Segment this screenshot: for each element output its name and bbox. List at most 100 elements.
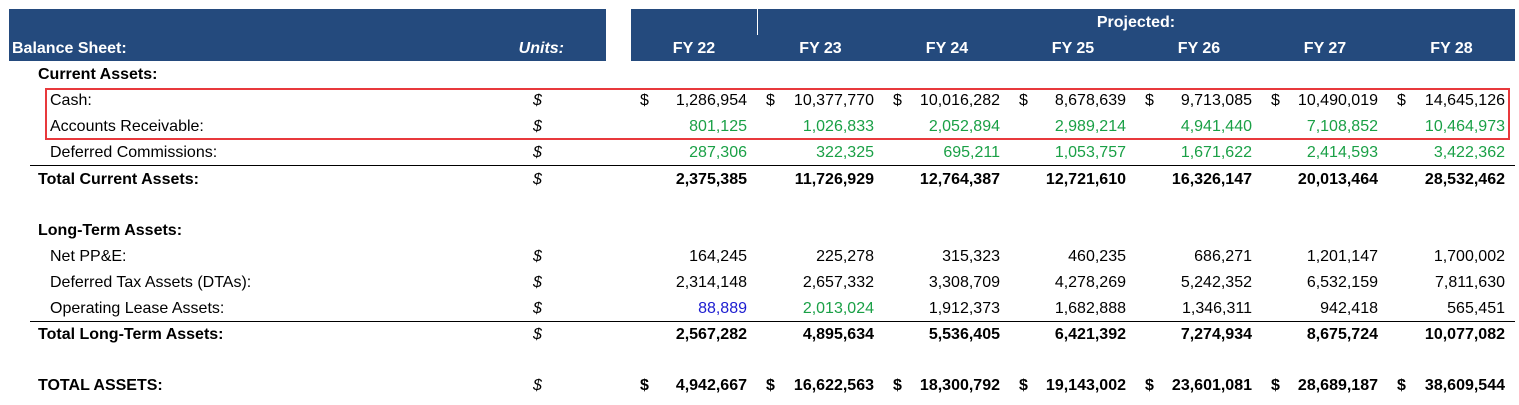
value-cell: 10,490,019 — [1297, 92, 1378, 109]
currency-sign: $ — [1019, 92, 1028, 109]
value-cell: 1,286,954 — [675, 92, 747, 109]
value-cell: 2,567,282 — [675, 326, 747, 343]
currency-sign: $ — [1397, 92, 1406, 109]
value-cell: 23,601,081 — [1171, 377, 1252, 394]
rule-line — [30, 165, 1515, 166]
value-cell: 164,245 — [689, 248, 747, 265]
value-cell: 1,671,622 — [1180, 144, 1252, 161]
value-cell: 2,052,894 — [928, 118, 1000, 135]
year-header: FY 22 — [672, 40, 716, 57]
currency-sign: $ — [893, 377, 902, 394]
value-cell: 10,016,282 — [919, 92, 1000, 109]
year-header: FY 27 — [1303, 40, 1347, 57]
row-unit: $ — [533, 248, 542, 265]
row-label: Deferred Tax Assets (DTAs): — [50, 274, 252, 291]
value-cell: 18,300,792 — [919, 377, 1000, 394]
value-cell: 28,689,187 — [1297, 377, 1378, 394]
value-cell: 5,536,405 — [928, 326, 1000, 343]
header-divider — [757, 9, 758, 35]
currency-sign: $ — [1145, 92, 1154, 109]
currency-sign: $ — [1271, 377, 1280, 394]
value-cell: 38,609,544 — [1424, 377, 1505, 394]
value-cell: 19,143,002 — [1045, 377, 1126, 394]
row-unit: $ — [533, 171, 542, 188]
value-cell: 4,941,440 — [1180, 118, 1252, 135]
value-cell: 225,278 — [816, 248, 874, 265]
value-cell: 2,013,024 — [802, 300, 874, 317]
value-cell: 12,721,610 — [1045, 171, 1126, 188]
value-cell: 5,242,352 — [1180, 274, 1252, 291]
value-cell: 28,532,462 — [1424, 171, 1505, 188]
row-unit: $ — [533, 300, 542, 317]
currency-sign: $ — [640, 377, 649, 394]
row-label: Total Long-Term Assets: — [38, 326, 224, 343]
value-cell: 1,026,833 — [802, 118, 874, 135]
value-cell: 1,700,002 — [1433, 248, 1505, 265]
value-cell: 2,314,148 — [675, 274, 747, 291]
row-label: Current Assets: — [38, 66, 158, 83]
year-header: FY 26 — [1177, 40, 1221, 57]
row-label: Accounts Receivable: — [50, 118, 204, 135]
value-cell: 14,645,126 — [1424, 92, 1505, 109]
value-cell: 10,377,770 — [793, 92, 874, 109]
value-cell: 7,811,630 — [1435, 274, 1505, 291]
header-band-right — [631, 9, 1515, 61]
row-unit: $ — [533, 144, 542, 161]
row-label: Operating Lease Assets: — [50, 300, 225, 317]
value-cell: 1,682,888 — [1054, 300, 1126, 317]
value-cell: 2,657,332 — [802, 274, 874, 291]
row-unit: $ — [533, 377, 542, 394]
value-cell: 2,375,385 — [675, 171, 747, 188]
value-cell: 287,306 — [689, 144, 747, 161]
year-header: FY 25 — [1051, 40, 1095, 57]
header-units: Units: — [518, 40, 564, 57]
row-label: Net PP&E: — [50, 248, 127, 265]
value-cell: 315,323 — [942, 248, 1000, 265]
currency-sign: $ — [1145, 377, 1154, 394]
value-cell: 695,211 — [943, 144, 1000, 161]
currency-sign: $ — [640, 92, 649, 109]
value-cell: 1,912,373 — [928, 300, 1000, 317]
row-unit: $ — [533, 92, 542, 109]
value-cell: 16,326,147 — [1171, 171, 1252, 188]
header-title: Balance Sheet: — [12, 40, 127, 57]
currency-sign: $ — [1019, 377, 1028, 394]
year-header: FY 28 — [1430, 40, 1473, 57]
value-cell: 20,013,464 — [1297, 171, 1378, 188]
value-cell: 322,325 — [816, 144, 874, 161]
currency-sign: $ — [893, 92, 902, 109]
row-label: TOTAL ASSETS: — [38, 377, 163, 394]
value-cell: 3,422,362 — [1433, 144, 1505, 161]
row-label: Deferred Commissions: — [50, 144, 218, 161]
value-cell: 4,278,269 — [1054, 274, 1126, 291]
value-cell: 8,678,639 — [1054, 92, 1126, 109]
currency-sign: $ — [766, 92, 775, 109]
value-cell: 7,274,934 — [1180, 326, 1252, 343]
value-cell: 8,675,724 — [1306, 326, 1378, 343]
value-cell: 1,053,757 — [1054, 144, 1126, 161]
row-unit: $ — [533, 274, 542, 291]
value-cell: 3,308,709 — [928, 274, 1000, 291]
value-cell: 6,532,159 — [1306, 274, 1378, 291]
value-cell: 460,235 — [1068, 248, 1126, 265]
row-unit: $ — [533, 118, 542, 135]
value-cell: 6,421,392 — [1054, 326, 1126, 343]
value-cell: 10,077,082 — [1424, 326, 1505, 343]
value-cell: 801,125 — [689, 118, 747, 135]
header-band-left — [9, 9, 606, 61]
header-group: Projected: — [1096, 14, 1176, 31]
value-cell: 10,464,973 — [1424, 118, 1505, 135]
value-cell: 11,726,929 — [794, 171, 874, 188]
value-cell: 4,942,667 — [675, 377, 747, 394]
rule-line — [30, 321, 1515, 322]
row-label: Long-Term Assets: — [38, 222, 183, 239]
value-cell: 1,201,147 — [1306, 248, 1378, 265]
value-cell: 2,414,593 — [1306, 144, 1378, 161]
value-cell: 16,622,563 — [793, 377, 874, 394]
value-cell: 686,271 — [1194, 248, 1252, 265]
value-cell: 88,889 — [698, 300, 747, 317]
row-label: Cash: — [50, 92, 92, 109]
currency-sign: $ — [1397, 377, 1406, 394]
value-cell: 2,989,214 — [1054, 118, 1126, 135]
